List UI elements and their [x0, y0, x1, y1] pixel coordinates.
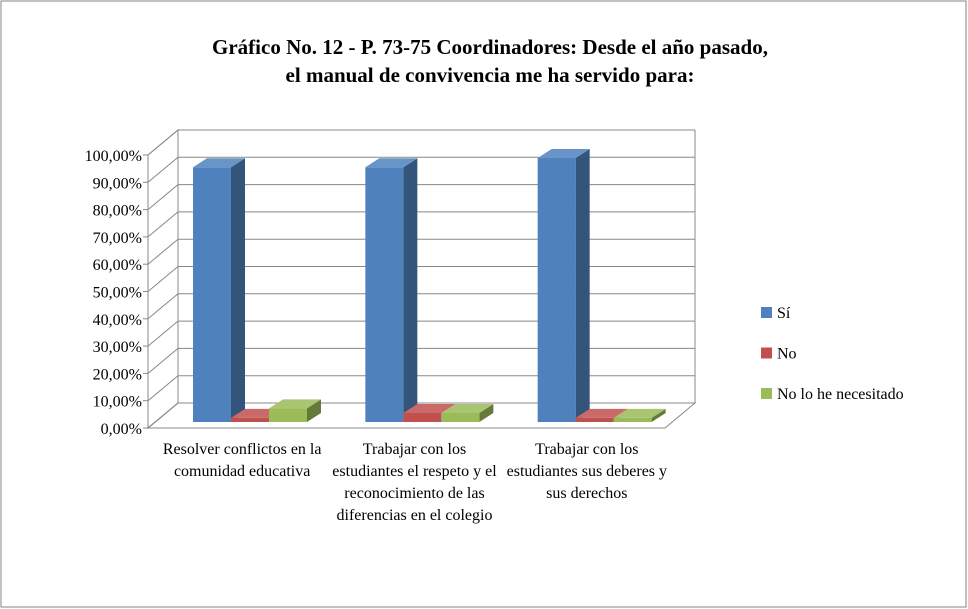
- y-tick-label: 100,00%: [85, 148, 142, 165]
- y-tick-label: 0,00%: [101, 421, 142, 438]
- bar-top: [441, 403, 494, 413]
- bar-front: [613, 417, 652, 422]
- bar-front: [441, 412, 480, 422]
- chart-title: Gráfico No. 12 - P. 73-75 Coordinadores:…: [212, 35, 768, 87]
- bar: [193, 158, 245, 422]
- bar: [441, 403, 494, 422]
- y-tick-label: 20,00%: [93, 366, 142, 383]
- bar-side: [307, 399, 321, 422]
- grid-line: [147, 375, 695, 402]
- bar-front: [403, 412, 442, 422]
- y-tick-label: 30,00%: [93, 339, 142, 356]
- grid-line: [147, 129, 695, 156]
- bar-side: [651, 408, 666, 422]
- bar-front: [193, 167, 231, 422]
- legend-swatch: [761, 307, 772, 318]
- bar-top: [403, 403, 456, 413]
- grid-line: [147, 184, 695, 210]
- legend-swatch: [761, 347, 772, 359]
- legend-label: No lo he necesitado: [777, 386, 904, 403]
- grid-line: [147, 320, 695, 347]
- bar-side: [403, 158, 418, 422]
- bar-front: [365, 167, 404, 422]
- bar-top: [575, 408, 628, 418]
- bar: [613, 408, 666, 422]
- y-tick-label: 10,00%: [93, 394, 142, 411]
- legend-label: Sí: [777, 305, 791, 322]
- legend-swatch: [761, 388, 772, 399]
- bar-top: [365, 158, 418, 168]
- grid-line: [147, 156, 695, 183]
- bar-front: [269, 408, 307, 422]
- bar: [269, 399, 321, 422]
- legend-label: No: [777, 346, 797, 363]
- y-tick-label: 50,00%: [93, 285, 142, 302]
- bar-side: [575, 149, 590, 422]
- bar-top: [537, 149, 590, 159]
- grid-line: [147, 211, 695, 238]
- bar: [365, 158, 418, 422]
- bar-front: [231, 417, 269, 422]
- x-tick-label: Trabajar con los estudiantes el respeto …: [332, 441, 497, 524]
- grid-line: [147, 266, 695, 292]
- y-tick-label: 90,00%: [93, 175, 142, 192]
- bar-top: [269, 399, 321, 409]
- y-tick-label: 40,00%: [93, 312, 142, 329]
- bar: [537, 149, 590, 422]
- y-tick-label: 60,00%: [93, 257, 142, 274]
- bar-side: [479, 403, 494, 422]
- x-tick-label: Resolver conflictos en la comunidad educ…: [162, 441, 322, 480]
- grid-line: [147, 238, 695, 265]
- grid-line: [147, 402, 695, 429]
- x-tick-label: Trabajar con los estudiantes sus deberes…: [506, 441, 668, 502]
- grid-line: [147, 347, 695, 374]
- y-tick-label: 70,00%: [93, 230, 142, 247]
- bar-top: [613, 408, 666, 418]
- bar-side: [231, 158, 245, 422]
- bar-front: [575, 417, 614, 422]
- bar-top: [193, 158, 245, 168]
- bar-front: [537, 158, 576, 422]
- y-tick-label: 80,00%: [93, 203, 142, 220]
- grid-line: [147, 293, 695, 320]
